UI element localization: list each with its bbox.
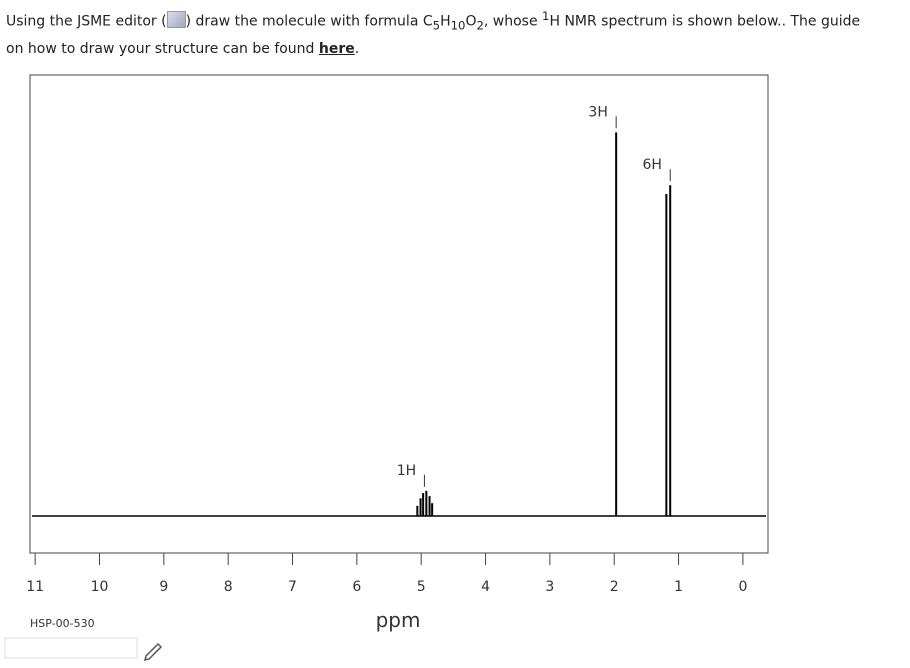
x-tick-label: 7 — [288, 579, 297, 595]
x-tick-label: 11 — [26, 579, 44, 595]
spectrum-code: HSP-00-530 — [30, 617, 95, 630]
x-tick-label: 9 — [159, 579, 168, 595]
x-tick-label: 5 — [417, 579, 426, 595]
question-text: on how to draw your structure can be fou… — [6, 41, 319, 58]
superscript: 1 — [542, 9, 550, 23]
question-text: Using the JSME editor ( — [6, 13, 167, 30]
question-text: . — [354, 41, 360, 58]
jsme-icon[interactable] — [166, 10, 186, 28]
x-tick-label: 8 — [224, 579, 233, 595]
x-tick-label: 0 — [738, 579, 747, 595]
x-tick-label: 2 — [610, 579, 619, 595]
question-text: O — [465, 13, 477, 30]
x-tick-label: 10 — [91, 579, 109, 595]
question-text: , whose — [483, 13, 543, 30]
x-tick-label: 4 — [481, 579, 490, 595]
peak-annotation: 1H — [397, 463, 416, 479]
peak-annotation: 6H — [642, 157, 661, 173]
subscript: 10 — [450, 18, 466, 33]
answer-input[interactable] — [4, 637, 138, 659]
plot-frame — [29, 74, 769, 554]
subscript: 2 — [476, 18, 484, 33]
question-text: H NMR spectrum is shown below.. The guid… — [549, 13, 861, 30]
question: Using the JSME editor ( ) draw the molecu… — [6, 4, 906, 61]
question-text: H — [440, 13, 451, 30]
x-tick-label: 6 — [352, 579, 361, 595]
peak-annotation: 3H — [588, 104, 607, 120]
question-text: ) draw the molecule with formula C — [185, 13, 433, 30]
subscript: 5 — [432, 18, 441, 33]
guide-link[interactable]: here — [318, 41, 355, 58]
edit-icon[interactable] — [143, 642, 163, 662]
x-tick-label: 1 — [674, 579, 683, 595]
x-tick-label: 3 — [545, 579, 554, 595]
x-axis-label: ppm — [376, 608, 421, 632]
